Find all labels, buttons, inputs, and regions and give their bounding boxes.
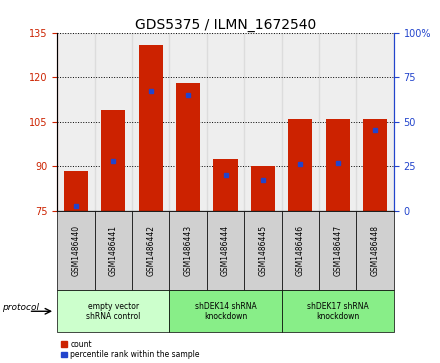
Text: GSM1486446: GSM1486446 bbox=[296, 225, 305, 276]
Bar bbox=[176, 83, 200, 211]
Text: GSM1486443: GSM1486443 bbox=[183, 225, 193, 276]
Text: empty vector
shRNA control: empty vector shRNA control bbox=[86, 302, 140, 321]
Text: GSM1486442: GSM1486442 bbox=[146, 225, 155, 276]
Bar bbox=[356, 33, 394, 211]
Bar bbox=[244, 33, 282, 211]
Text: GSM1486445: GSM1486445 bbox=[258, 225, 268, 276]
Bar bbox=[101, 110, 125, 211]
Text: GSM1486444: GSM1486444 bbox=[221, 225, 230, 276]
Bar bbox=[139, 45, 163, 211]
Bar bbox=[319, 33, 356, 211]
Bar bbox=[363, 119, 387, 211]
Text: GSM1486448: GSM1486448 bbox=[370, 225, 380, 276]
Bar bbox=[207, 33, 244, 211]
Text: shDEK14 shRNA
knockdown: shDEK14 shRNA knockdown bbox=[194, 302, 257, 321]
Bar bbox=[64, 171, 88, 211]
Bar bbox=[251, 166, 275, 211]
Bar bbox=[57, 33, 95, 211]
Bar bbox=[326, 119, 350, 211]
Text: shDEK17 shRNA
knockdown: shDEK17 shRNA knockdown bbox=[307, 302, 369, 321]
Text: GSM1486441: GSM1486441 bbox=[109, 225, 118, 276]
Text: GSM1486440: GSM1486440 bbox=[71, 225, 81, 276]
Bar bbox=[213, 159, 238, 211]
Legend: count, percentile rank within the sample: count, percentile rank within the sample bbox=[61, 340, 200, 359]
Bar bbox=[288, 119, 312, 211]
Bar bbox=[169, 33, 207, 211]
Bar bbox=[95, 33, 132, 211]
Text: protocol: protocol bbox=[2, 303, 39, 312]
Title: GDS5375 / ILMN_1672540: GDS5375 / ILMN_1672540 bbox=[135, 18, 316, 32]
Bar bbox=[132, 33, 169, 211]
Text: GSM1486447: GSM1486447 bbox=[333, 225, 342, 276]
Bar bbox=[282, 33, 319, 211]
